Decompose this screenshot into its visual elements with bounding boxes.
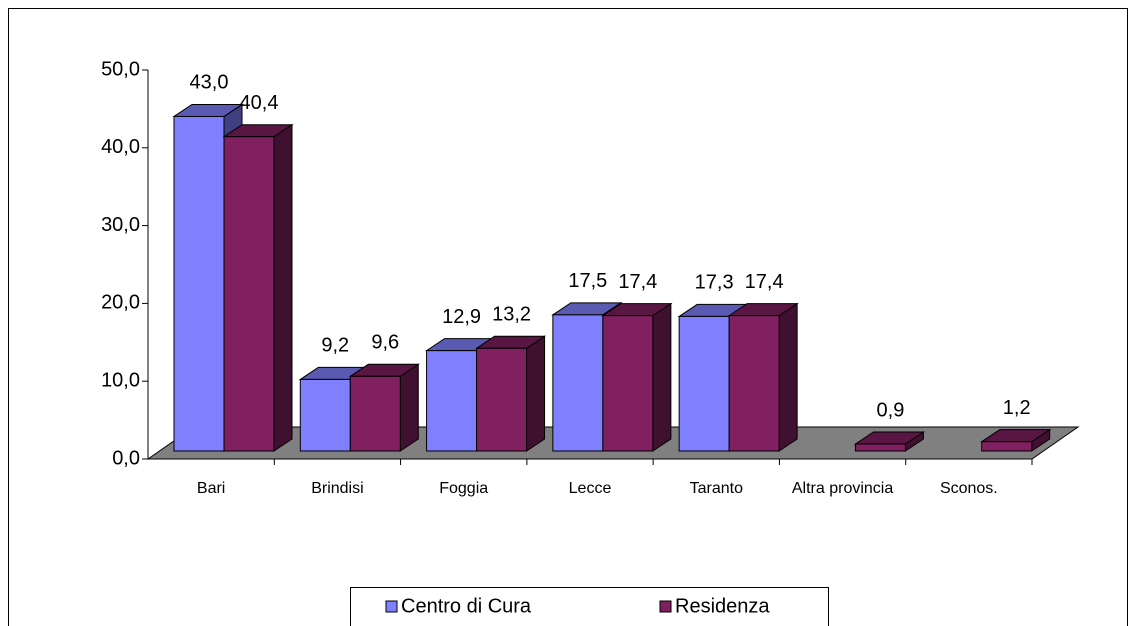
bar-front: [173, 115, 225, 452]
bar: [727, 302, 799, 452]
y-tick-label: 10,0: [101, 369, 140, 391]
value-label: 17,4: [618, 271, 657, 293]
x-tick-label: Lecce: [568, 480, 612, 497]
bar-side: [399, 363, 419, 452]
bar-side: [778, 302, 798, 452]
y-tick-label: 40,0: [101, 136, 140, 158]
bar-front: [476, 347, 528, 452]
value-label: 43,0: [190, 72, 229, 94]
bar-front: [981, 441, 1033, 452]
x-tick-label: Foggia: [439, 480, 489, 497]
bar-front: [678, 315, 730, 452]
value-label: 1,2: [1003, 397, 1031, 419]
bar-front: [854, 443, 906, 452]
value-label: 17,4: [745, 271, 784, 293]
y-tick-label: 20,0: [101, 292, 140, 314]
y-tick-label: 0,0: [112, 447, 140, 469]
bar-side: [526, 335, 546, 452]
legend-label: Centro di Cura: [401, 595, 532, 617]
bar-front: [728, 315, 780, 452]
legend-swatch: [385, 600, 398, 613]
bar-front: [552, 314, 604, 452]
bar-front: [349, 375, 401, 452]
value-label: 9,6: [371, 332, 399, 354]
value-label: 9,2: [321, 335, 349, 357]
bar-side: [273, 123, 293, 452]
bar: [474, 335, 547, 452]
y-tick-label: 50,0: [101, 58, 140, 80]
chart-border: [8, 8, 1128, 626]
y-tick-label: 30,0: [101, 214, 140, 236]
bar-front: [602, 315, 654, 452]
x-tick-label: Taranto: [689, 480, 743, 497]
bar-side: [652, 302, 672, 452]
bar-front: [299, 378, 351, 452]
value-label: 12,9: [442, 306, 481, 328]
bar: [980, 428, 1052, 452]
value-label: 40,4: [240, 92, 279, 114]
bar-front: [223, 136, 275, 452]
bar: [222, 123, 294, 452]
bar: [348, 363, 420, 452]
bar-front: [426, 350, 478, 452]
value-label: 13,2: [492, 304, 531, 326]
x-tick-label: Brindisi: [311, 480, 364, 497]
bar: [601, 302, 673, 452]
bar: [853, 431, 926, 452]
value-label: 17,3: [695, 272, 734, 294]
legend-box: [350, 587, 829, 626]
x-tick-label: Bari: [196, 480, 226, 497]
x-tick-label: Sconos.: [939, 480, 998, 497]
value-label: 0,9: [877, 399, 905, 421]
x-tick-label: Altra provincia: [791, 480, 894, 497]
value-label: 17,5: [568, 270, 607, 292]
legend-label: Residenza: [675, 595, 770, 617]
legend-swatch: [659, 600, 672, 613]
